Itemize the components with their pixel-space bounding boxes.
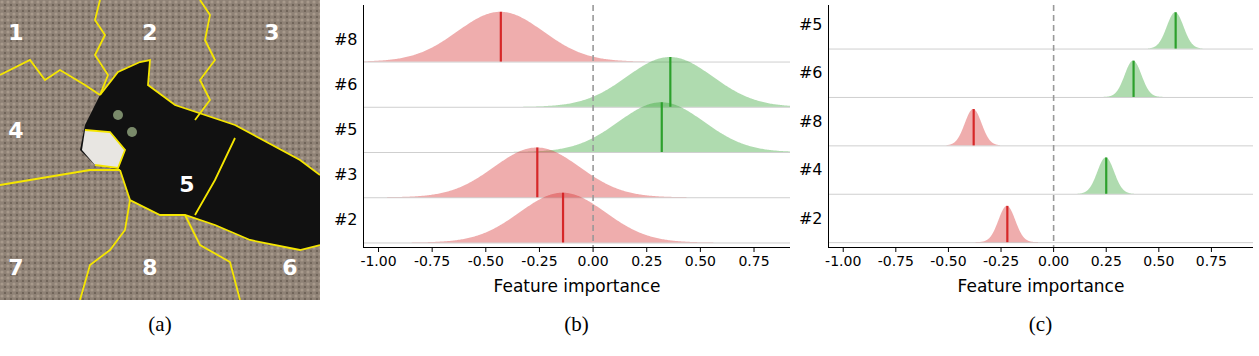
svg-text:0.25: 0.25 bbox=[1091, 253, 1122, 269]
html-text:(a): (a) bbox=[148, 312, 172, 336]
svg-text:0.50: 0.50 bbox=[1143, 253, 1174, 269]
svg-text:0.25: 0.25 bbox=[631, 253, 662, 269]
svg-text:7: 7 bbox=[8, 255, 23, 280]
svg-text:-1.00: -1.00 bbox=[825, 253, 861, 269]
html-text:(b): (b) bbox=[564, 312, 589, 336]
svg-text:#8: #8 bbox=[799, 112, 823, 131]
svg-text:#2: #2 bbox=[334, 210, 358, 229]
svg-text:8: 8 bbox=[142, 255, 157, 280]
svg-text:-0.75: -0.75 bbox=[878, 253, 914, 269]
svg-text:1: 1 bbox=[8, 20, 23, 45]
svg-text:-0.25: -0.25 bbox=[983, 253, 1019, 269]
svg-text:-1.00: -1.00 bbox=[360, 253, 396, 269]
svg-text:0.00: 0.00 bbox=[578, 253, 609, 269]
svg-text:-0.25: -0.25 bbox=[521, 253, 557, 269]
svg-text:#6: #6 bbox=[334, 75, 358, 94]
svg-text:Feature importance: Feature importance bbox=[958, 276, 1125, 296]
svg-text:#4: #4 bbox=[799, 160, 823, 179]
svg-text:#5: #5 bbox=[799, 15, 823, 34]
svg-text:0.75: 0.75 bbox=[738, 253, 769, 269]
svg-text:0.00: 0.00 bbox=[1038, 253, 1069, 269]
svg-text:#2: #2 bbox=[799, 209, 823, 228]
svg-text:2: 2 bbox=[142, 20, 157, 45]
svg-text:0.50: 0.50 bbox=[685, 253, 716, 269]
svg-text:5: 5 bbox=[179, 172, 194, 197]
svg-text:-0.50: -0.50 bbox=[930, 253, 966, 269]
svg-text:-0.50: -0.50 bbox=[468, 253, 504, 269]
html-text:(c): (c) bbox=[1028, 312, 1053, 336]
svg-text:0.75: 0.75 bbox=[1196, 253, 1227, 269]
svg-text:3: 3 bbox=[264, 20, 279, 45]
svg-text:#5: #5 bbox=[334, 120, 358, 139]
svg-text:6: 6 bbox=[282, 255, 297, 280]
svg-text:Feature importance: Feature importance bbox=[494, 276, 661, 296]
svg-text:-0.75: -0.75 bbox=[414, 253, 450, 269]
svg-text:#3: #3 bbox=[334, 165, 358, 184]
svg-text:#6: #6 bbox=[799, 63, 823, 82]
svg-text:#8: #8 bbox=[334, 30, 358, 49]
svg-text:4: 4 bbox=[8, 118, 23, 143]
